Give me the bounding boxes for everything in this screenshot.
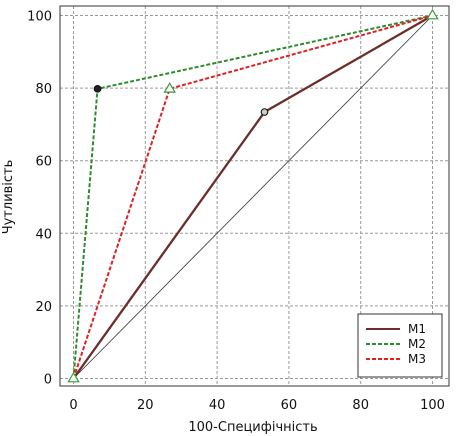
- y-tick-label-1: 20: [35, 300, 52, 315]
- x-tick-label-2: 40: [209, 398, 226, 413]
- reference-diagonal: [73, 15, 433, 379]
- x-tick-label-3: 60: [281, 398, 298, 413]
- x-tick-label-4: 80: [352, 398, 369, 413]
- y-tick-label-5: 100: [27, 10, 52, 25]
- y-tick-label-0: 0: [44, 373, 52, 388]
- legend-label-m1: M1: [408, 322, 426, 336]
- series-markers: [67, 8, 439, 383]
- point-m1: [260, 108, 269, 116]
- y-tick-label-4: 80: [35, 82, 52, 97]
- series-line-m3: [72, 14, 433, 379]
- reference-line: [73, 15, 433, 379]
- endpoint-1: [426, 8, 439, 20]
- plot-frame: [59, 5, 450, 387]
- legend-label-m3: M3: [408, 352, 426, 366]
- y-axis-label: Чутливість: [1, 160, 16, 235]
- legend-label-m2: M2: [408, 337, 426, 351]
- tick-labels: 0 20 40 60 80 100 0 20 40 60 80 100: [27, 10, 445, 414]
- x-tick-label-5: 100: [420, 398, 445, 413]
- x-tick-label-1: 20: [137, 398, 154, 413]
- y-tick-label-2: 40: [35, 227, 52, 242]
- point-m2: [93, 84, 102, 93]
- point-m3: [163, 82, 176, 93]
- endpoint-0: [67, 371, 80, 383]
- legend-box: [357, 313, 443, 378]
- x-tick-label-0: 0: [69, 398, 77, 413]
- y-tick-label-3: 60: [35, 155, 52, 170]
- x-axis-label: 100-Специфічність: [188, 420, 317, 435]
